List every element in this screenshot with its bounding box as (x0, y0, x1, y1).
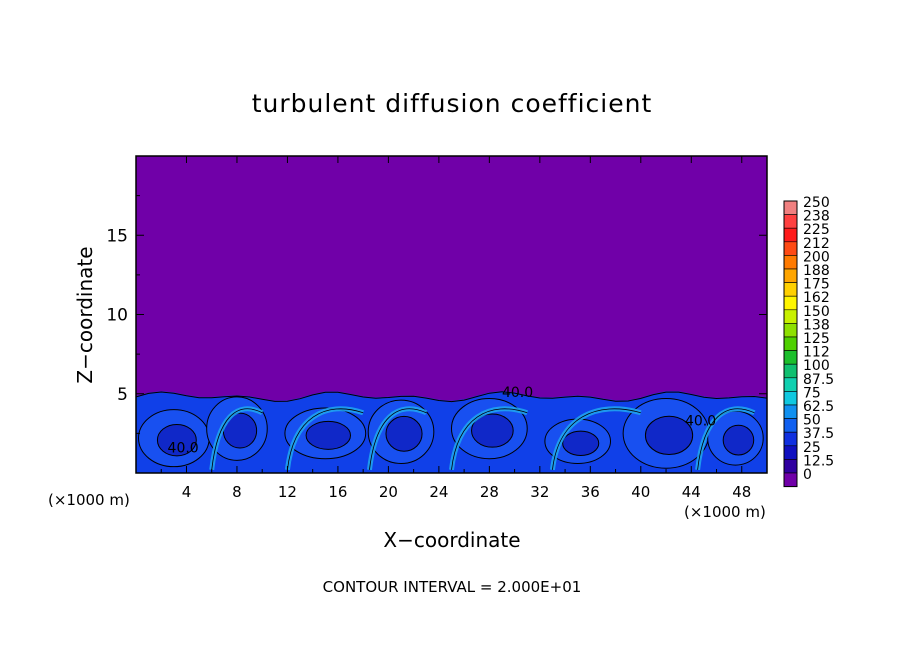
colorbar-label: 25 (803, 440, 821, 456)
colorbar-swatch (783, 418, 798, 433)
plume-contour (369, 408, 427, 470)
colorbar-label: 112 (803, 345, 830, 361)
contour-interval-note: CONTOUR INTERVAL = 2.000E+01 (323, 578, 582, 596)
x-unit-left: (×1000 m) (48, 491, 130, 509)
colorbar-label: 162 (803, 290, 830, 306)
x-axis: 4 8 12 16 20 24 28 32 36 40 44 48 (160, 156, 751, 501)
eddy-core (305, 420, 352, 450)
y-axis-label: Z−coordinate (73, 246, 97, 383)
turbulent-layer (136, 391, 767, 473)
y-axis: 5 10 15 (106, 195, 767, 434)
contour-lines: 40.0 40.0 40.0 (136, 385, 767, 456)
eddy-core (156, 423, 197, 457)
colorbar-swatch (783, 472, 798, 487)
x-tick-label: 12 (278, 483, 297, 501)
colorbar-label: 75 (803, 385, 821, 401)
colorbar-label: 12.5 (803, 453, 834, 469)
colorbar-label: 250 (803, 195, 830, 211)
colorbar-swatch (783, 459, 798, 474)
contour-boundary (136, 391, 767, 403)
eddy-core (644, 415, 694, 456)
colorbar-swatch (783, 241, 798, 256)
colorbar-swatch (783, 214, 798, 229)
colorbar-swatch (783, 336, 798, 351)
colorbar-label: 100 (803, 358, 830, 374)
eddy-core (562, 430, 600, 457)
x-tick-label: 20 (379, 483, 398, 501)
colorbar-swatch (783, 323, 798, 338)
colorbar-swatch (783, 309, 798, 324)
x-tick-label: 36 (581, 483, 600, 501)
x-tick-label: 44 (682, 483, 701, 501)
colorbar-swatch (783, 391, 798, 406)
colorbar-swatch (783, 227, 798, 243)
colorbar-label: 50 (803, 413, 821, 429)
colorbar-swatch (783, 350, 798, 365)
plume-contour (287, 408, 364, 470)
x-tick-label: 40 (631, 483, 650, 501)
y-tick-label: 10 (106, 306, 128, 326)
eddy-core (385, 415, 423, 452)
colorbar-label: 62.5 (803, 399, 834, 415)
colorbar-swatch (783, 255, 798, 270)
contour-label: 40.0 (685, 413, 716, 429)
colorbar-label: 225 (803, 222, 830, 238)
x-tick-label: 8 (232, 483, 242, 501)
colorbar-label: 150 (803, 304, 830, 320)
colorbar-frame (783, 200, 798, 488)
contour-label: 40.0 (502, 385, 533, 401)
plot-area: 40.0 40.0 40.0 (135, 155, 768, 474)
colorbar-label: 125 (803, 331, 830, 347)
colorbar-swatch (783, 268, 798, 283)
x-tick-label: 16 (328, 483, 347, 501)
x-tick-label: 48 (732, 483, 751, 501)
x-tick-label: 24 (429, 483, 448, 501)
x-axis-label: X−coordinate (383, 528, 520, 552)
colorbar-swatch (783, 431, 798, 447)
eddy-core (722, 424, 755, 456)
eddy-core (471, 413, 514, 448)
colorbar-label: 37.5 (803, 426, 834, 442)
colorbar-label: 200 (803, 249, 830, 265)
x-tick-label: 28 (480, 483, 499, 501)
colorbar-swatch (783, 282, 798, 297)
x-unit-right: (×1000 m) (684, 503, 766, 521)
colorbar-label: 138 (803, 317, 830, 333)
colorbar-label: 188 (803, 263, 830, 279)
x-tick-label: 32 (530, 483, 549, 501)
colorbar-label: 238 (803, 209, 830, 225)
plume-contour (697, 408, 755, 470)
colorbar-label: 212 (803, 236, 830, 252)
y-tick-label: 5 (117, 385, 128, 405)
plume-contour (451, 408, 528, 470)
colorbar-label: 0 (803, 467, 812, 483)
colorbar-label: 87.5 (803, 372, 834, 388)
colorbar-swatch (783, 404, 798, 419)
colorbar: 2502382252122001881751621501381251121008… (783, 195, 834, 488)
colorbar-label: 175 (803, 277, 830, 293)
colorbar-swatch (783, 445, 798, 460)
y-tick-label: 15 (106, 226, 128, 246)
chart-title: turbulent diffusion coefficient (252, 89, 653, 118)
colorbar-swatch (783, 295, 798, 311)
colorbar-swatch (783, 377, 798, 392)
plume-contour (552, 408, 641, 470)
x-tick-label: 4 (182, 483, 192, 501)
colorbar-swatch (783, 363, 798, 379)
plume-contour (211, 408, 263, 470)
colorbar-swatch (783, 200, 798, 215)
contour-label: 40.0 (168, 440, 199, 456)
